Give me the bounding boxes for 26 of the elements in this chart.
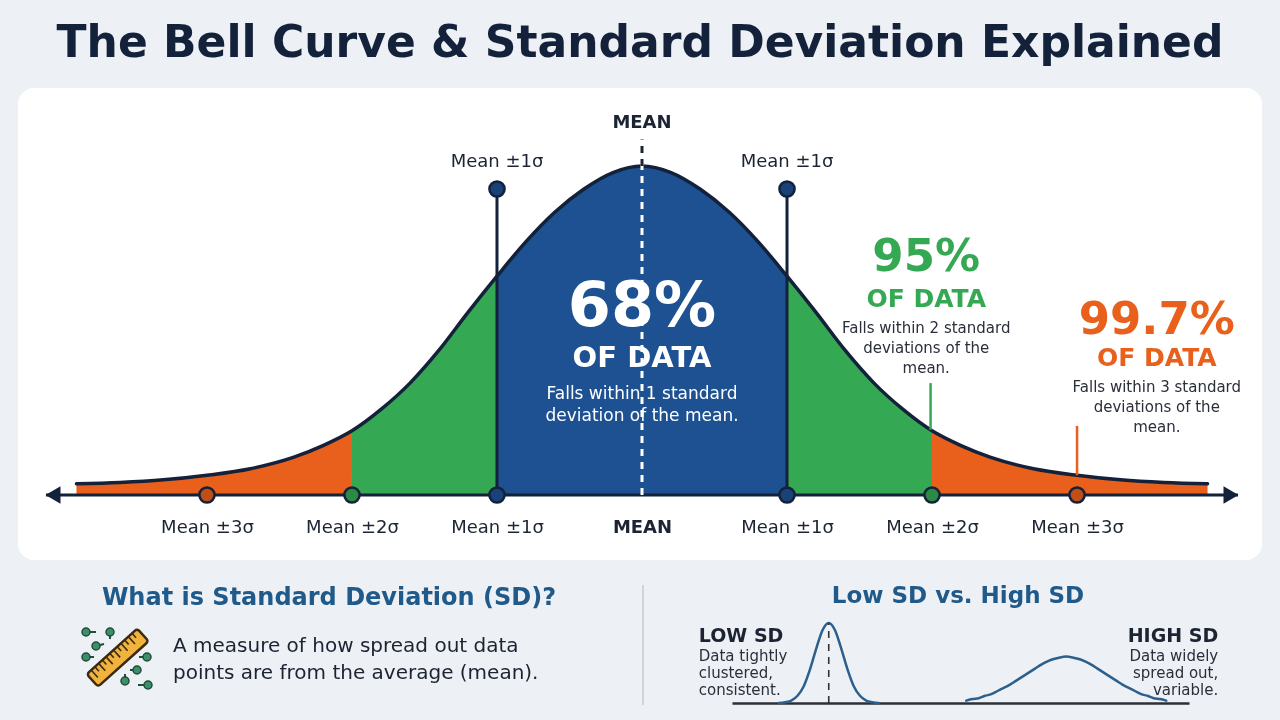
chart-title: Low SD vs. High SD [830,582,1086,610]
annotation: Data widely spread out, variable. [1129,646,1219,699]
annotation: OF DATA [1096,343,1218,373]
text: A measure of how spread out data points are from the average (mean). [173,632,540,686]
annotation: OF DATA [572,340,712,375]
ref-line-label: Mean ±1σ [740,149,834,171]
annotation: Falls within 3 standard deviations of the mean. [1072,377,1242,436]
chart-title: The Bell Curve & Standard Deviation Explained [55,16,1225,69]
x-tick-label: Mean ±3σ [1031,515,1124,537]
x-tick-label: Mean ±3σ [161,515,254,537]
annotation: Falls within 2 standard deviations of the mean. [841,318,1011,377]
annotation: 99.7% [1078,291,1235,345]
text: What is Standard Deviation (SD)? [100,583,558,612]
annotation: OF DATA [866,283,987,313]
x-tick-label: Mean ±2σ [306,515,399,537]
x-tick-label: Mean ±1σ [741,515,834,537]
ref-line-label: MEAN [612,110,672,132]
annotation: 95% [872,229,981,283]
annotation: 68% [567,268,717,342]
series-label: HIGH SD [1127,623,1219,646]
annotation: Data tightly clustered, consistent. [698,646,788,699]
series-label: LOW SD [698,623,784,646]
ref-line-label: Mean ±1σ [450,149,544,171]
x-tick-label: Mean ±2σ [886,515,979,537]
x-tick-label: Mean ±1σ [451,515,544,537]
x-tick-label: MEAN [612,515,673,537]
